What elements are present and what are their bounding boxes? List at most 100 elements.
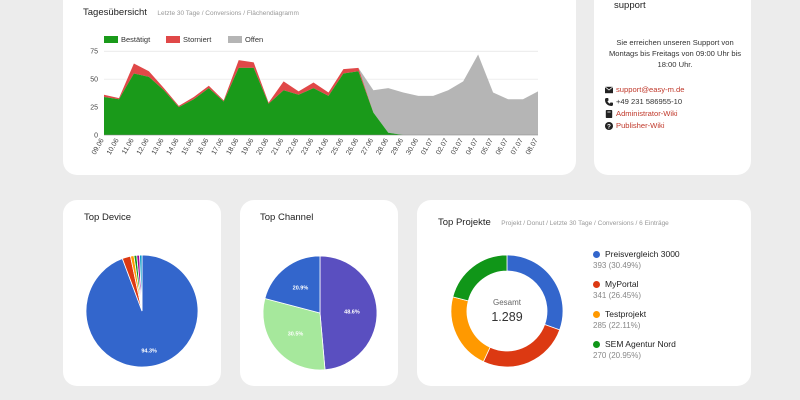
legend-dot <box>593 280 600 288</box>
legend-cancelled[interactable]: Storniert <box>166 35 211 44</box>
x-tick-label: 14.06 <box>166 137 181 156</box>
legend-label: Storniert <box>183 35 212 44</box>
envelope-icon <box>605 85 613 93</box>
x-tick-label: 17.06 <box>211 137 226 156</box>
x-tick-label: 21.06 <box>270 137 285 156</box>
y-tick-label: 25 <box>90 105 98 112</box>
project-name: SEM Agentur Nord <box>605 339 676 349</box>
x-tick-label: 27.06 <box>360 137 375 156</box>
channel-title: Top Channel <box>260 212 314 223</box>
admin-wiki-link[interactable]: Administrator-Wiki <box>616 109 678 118</box>
x-tick-label: 18.06 <box>226 137 241 156</box>
x-tick-label: 11.06 <box>121 137 136 155</box>
projects-title: Top Projekte <box>438 217 491 228</box>
legend-open[interactable]: Offen <box>228 35 263 44</box>
support-email-row[interactable]: support@easy-m.de <box>605 85 685 94</box>
support-phone-row: +49 231 586955-10 <box>605 97 682 106</box>
pie-slice-label: 30.5% <box>288 332 304 338</box>
x-tick-label: 15.06 <box>181 137 196 156</box>
legend-label: Bestätigt <box>121 35 151 44</box>
area-chart: 0 25 50 75 09.06 10.06 11.06 12.06 13.06 14.06 15.… <box>90 49 540 157</box>
project-name: Testprojekt <box>605 309 647 319</box>
pie-slice <box>264 255 321 314</box>
projects-donut-chart <box>450 254 564 368</box>
x-tick-label: 23.06 <box>300 137 315 156</box>
support-phone: +49 231 586955-10 <box>616 97 683 106</box>
donut-center-label: Gesamt <box>492 298 521 307</box>
admin-wiki-row[interactable]: Administrator-Wiki <box>605 109 678 118</box>
projects-card: Top Projekte Projekt / Donut / Letzte 30… <box>417 200 751 386</box>
project-legend-item[interactable]: Preisvergleich 3000 393 (30.49%) <box>593 249 680 270</box>
x-tick-label: 08.07 <box>525 137 540 156</box>
legend-swatch-cancelled <box>166 36 180 43</box>
x-tick-label: 02.07 <box>435 137 450 156</box>
x-tick-label: 28.06 <box>375 137 390 156</box>
x-tick-label: 16.06 <box>196 137 211 156</box>
device-pie-chart: 94.3% <box>85 254 199 368</box>
x-tick-label: 19.06 <box>241 137 256 156</box>
donut-center-value: 1.289 <box>491 310 523 324</box>
y-tick-label: 0 <box>94 133 98 140</box>
x-tick-label: 05.07 <box>480 137 495 156</box>
pie-slice <box>139 254 143 312</box>
legend-confirmed[interactable]: Bestätigt <box>104 35 150 44</box>
book-icon <box>605 109 613 118</box>
project-value: 341 (26.45%) <box>593 291 642 300</box>
projects-header: Top Projekte Projekt / Donut / Letzte 30… <box>438 212 669 230</box>
x-tick-label: 20.06 <box>256 137 271 156</box>
project-value: 285 (22.11%) <box>593 321 641 330</box>
legend-dot <box>593 250 600 258</box>
legend-swatch-open <box>228 36 242 43</box>
projects-subtitle: Projekt / Donut / Letzte 30 Tage / Conve… <box>501 220 669 227</box>
pie-slice-label: 48.6% <box>344 310 360 316</box>
pie-slice-label: 20.9% <box>293 286 309 292</box>
area-series-offen <box>104 54 538 135</box>
y-tick-label: 75 <box>90 49 98 56</box>
x-tick-label: 26.06 <box>345 137 360 156</box>
device-title: Top Device <box>84 212 131 223</box>
project-name: Preisvergleich 3000 <box>605 249 680 259</box>
x-tick-label: 25.06 <box>330 137 345 156</box>
support-hours-text: Sie erreichen unseren Support von Montag… <box>608 38 742 69</box>
legend-swatch-confirmed <box>104 36 118 43</box>
overview-header: Tagesübersicht Letzte 30 Tage / Conversi… <box>83 2 299 20</box>
pie-slice-label: 94.3% <box>141 348 157 354</box>
legend-label: Offen <box>245 35 264 44</box>
x-tick-label: 24.06 <box>315 137 330 156</box>
x-tick-label: 01.07 <box>420 137 435 156</box>
channel-pie-chart: 48.6% 30.5% 20.9% <box>262 255 378 371</box>
project-legend-item[interactable]: MyPortal 341 (26.45%) <box>593 279 641 300</box>
support-title: support <box>614 0 646 11</box>
project-value: 393 (30.49%) <box>593 261 642 270</box>
pie-slice <box>482 324 561 368</box>
support-card: support Sie erreichen unseren Support vo… <box>594 0 751 175</box>
phone-icon <box>605 97 613 106</box>
project-legend-item[interactable]: Testprojekt 285 (22.11%) <box>593 309 646 330</box>
project-legend-item[interactable]: SEM Agentur Nord 270 (20.95%) <box>593 339 676 360</box>
publisher-wiki-row[interactable]: ? Publisher-Wiki <box>605 121 665 130</box>
question-circle-icon: ? <box>605 121 613 130</box>
x-tick-label: 06.07 <box>495 137 510 156</box>
x-tick-label: 04.07 <box>465 137 480 156</box>
overview-card: Tagesübersicht Letzte 30 Tage / Conversi… <box>63 0 576 175</box>
x-tick-label: 30.06 <box>405 137 420 156</box>
overview-title: Tagesübersicht <box>83 7 147 18</box>
x-tick-label: 10.06 <box>106 137 121 156</box>
legend-dot <box>593 340 600 348</box>
project-name: MyPortal <box>605 279 639 289</box>
x-tick-label: 22.06 <box>285 137 300 156</box>
x-tick-label: 12.06 <box>136 137 151 156</box>
svg-text:?: ? <box>607 123 611 130</box>
x-tick-label: 09.06 <box>91 137 106 156</box>
x-tick-label: 07.07 <box>510 137 525 156</box>
x-tick-label: 13.06 <box>151 137 166 156</box>
pie-slice <box>452 254 508 302</box>
channel-card: Top Channel 48.6% 30.5% 20.9% <box>240 200 398 386</box>
publisher-wiki-link[interactable]: Publisher-Wiki <box>616 121 665 130</box>
support-email-link[interactable]: support@easy-m.de <box>616 85 685 94</box>
x-tick-label: 03.07 <box>450 137 465 156</box>
pie-slice <box>262 297 326 371</box>
y-tick-label: 50 <box>90 77 98 84</box>
area-series-bestätigt <box>104 67 538 135</box>
pie-slice <box>319 255 378 371</box>
